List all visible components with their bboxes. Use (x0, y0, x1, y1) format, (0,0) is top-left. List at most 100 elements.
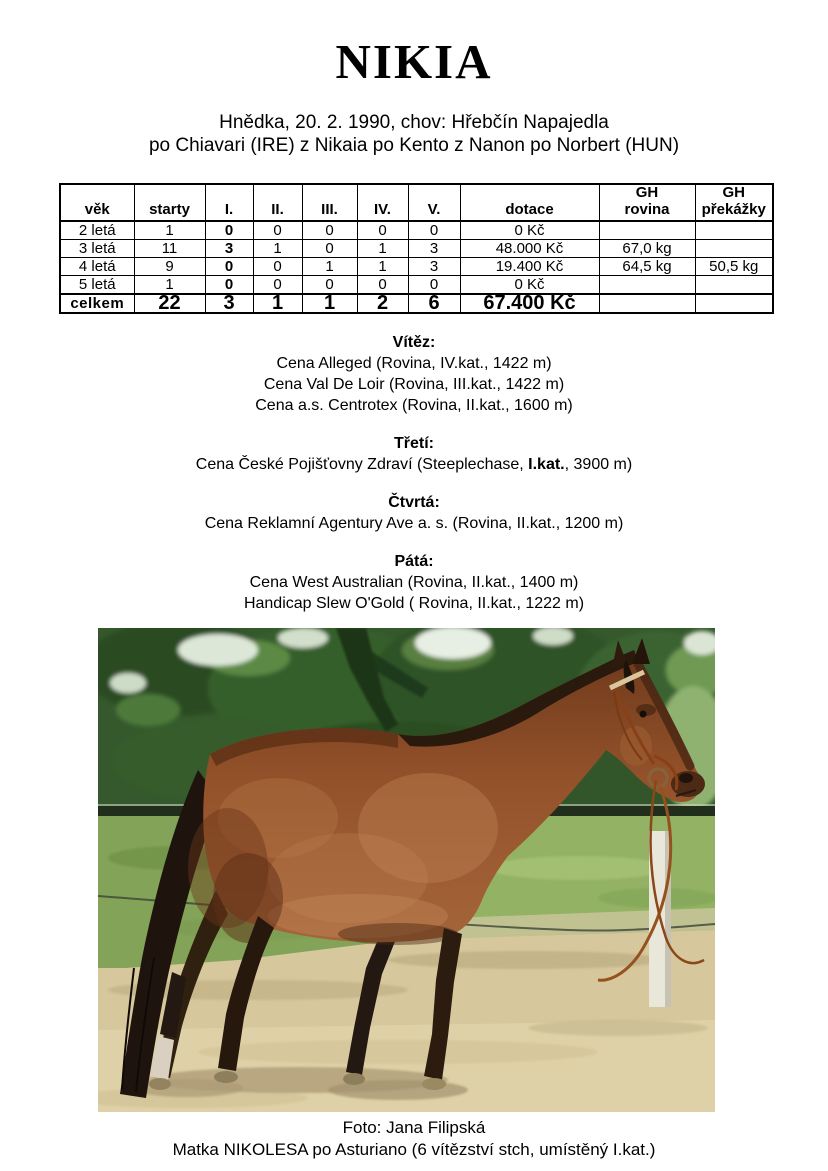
cell-1st: 3 (204, 239, 254, 259)
bit-ring (647, 767, 669, 790)
table-total-row: celkem 22 3 1 1 2 6 67.400 Kč (59, 293, 774, 314)
cell-gh-prekazky: 50,5 kg (694, 257, 774, 277)
section-heading: Čtvrtá: (388, 494, 440, 512)
col-header-vek: věk (59, 183, 135, 223)
horse-ear (612, 640, 628, 669)
white-sock (150, 1036, 174, 1081)
col-header-2nd: II. (252, 183, 303, 223)
table-row: 2 letá 1 0 0 0 0 0 0 Kč (59, 220, 774, 241)
horse-eye (639, 710, 647, 718)
cell-4th: 1 (356, 239, 409, 259)
cell-5th: 3 (407, 239, 461, 259)
cell-starty: 9 (133, 257, 206, 277)
horse-photo-illustration (98, 628, 715, 1113)
bridle (597, 670, 705, 983)
page-title: NIKIA (335, 34, 493, 89)
section-heading: Vítěz: (392, 334, 436, 352)
cell-total-3rd: 1 (301, 293, 358, 314)
cell-dotace: 48.000 Kč (459, 239, 600, 259)
col-header-3rd: III. (301, 183, 358, 223)
cell-5th: 0 (407, 275, 461, 295)
cell-total-4th: 2 (356, 293, 409, 314)
tree-trunk (336, 628, 428, 733)
cell-2nd: 0 (252, 220, 303, 241)
cell-starty: 11 (133, 239, 206, 259)
hoof (422, 1078, 446, 1091)
rein (649, 780, 705, 965)
cell-4th: 1 (356, 257, 409, 277)
cell-total-label: celkem (59, 293, 135, 314)
cell-vek: 4 letá (59, 257, 135, 277)
col-header-4th: IV. (356, 183, 409, 223)
cell-vek: 5 letá (59, 275, 135, 295)
cell-vek: 3 letá (59, 239, 135, 259)
cell-gh-prekazky (694, 239, 774, 259)
horse (120, 638, 705, 1099)
cell-gh-prekazky (694, 275, 774, 295)
cell-gh-rovina: 64,5 kg (598, 257, 696, 277)
cell-gh-rovina (598, 275, 696, 295)
col-header-5th: V. (407, 183, 461, 223)
rein (597, 785, 673, 983)
horse-head (597, 638, 705, 983)
horse-body (203, 650, 702, 943)
cell-3rd: 0 (301, 220, 358, 241)
subtitle-line-2: po Chiavari (IRE) z Nikaia po Kento z Na… (148, 135, 680, 157)
cell-dotace: 19.400 Kč (459, 257, 600, 277)
horse-description: Hnědka, 20. 2. 1990, chov: Hřebčín Napaj… (0, 111, 828, 157)
result-line: Cena České Pojišťovny Zdraví (Steeplecha… (195, 456, 633, 474)
cell-3rd: 1 (301, 257, 358, 277)
cell-dotace: 0 Kč (459, 220, 600, 241)
section-fifth: Pátá: Cena West Australian (Rovina, II.k… (0, 551, 828, 614)
cell-starty: 1 (133, 275, 206, 295)
dam-note: Matka NIKOLESA po Asturiano (6 vítězství… (172, 1140, 656, 1160)
result-line: Cena a.s. Centrotex (Rovina, II.kat., 16… (255, 397, 573, 415)
result-line: Cena Alleged (Rovina, IV.kat., 1422 m) (276, 355, 552, 373)
result-line: Handicap Slew O'Gold ( Rovina, II.kat., … (243, 595, 585, 613)
section-winner: Vítěz: Cena Alleged (Rovina, IV.kat., 14… (0, 332, 828, 416)
col-header-gh-rovina: GH rovina (598, 183, 696, 223)
section-heading: Třetí: (394, 435, 434, 453)
result-line: Cena West Australian (Rovina, II.kat., 1… (249, 574, 579, 592)
col-header-gh-prekazky: GH překážky (694, 183, 774, 223)
horse-leg (424, 928, 462, 1081)
cell-1st: 0 (204, 220, 254, 241)
horse-nostril (679, 773, 693, 784)
horse-leg (346, 916, 402, 1076)
cell-total-gh-prekazky (694, 293, 774, 314)
cell-total-starty: 22 (133, 293, 206, 314)
cell-4th: 0 (356, 220, 409, 241)
col-header-1st: I. (204, 183, 254, 223)
horse-leg (218, 916, 274, 1072)
section-third: Třetí: Cena České Pojišťovny Zdraví (Ste… (0, 433, 828, 475)
cell-3rd: 0 (301, 239, 358, 259)
table-row: 4 letá 9 0 0 1 1 3 19.400 Kč 64,5 kg 50,… (59, 257, 774, 277)
hoof (214, 1071, 238, 1084)
cell-total-dotace: 67.400 Kč (459, 293, 600, 314)
subtitle-line-1: Hnědka, 20. 2. 1990, chov: Hřebčín Napaj… (219, 112, 609, 134)
cell-total-gh-rovina (598, 293, 696, 314)
section-fourth: Čtvrtá: Cena Reklamní Agentury Ave a. s.… (0, 492, 828, 534)
photo-caption: Foto: Jana Filipská Matka NIKOLESA po As… (0, 1117, 828, 1161)
cell-vek: 2 letá (59, 220, 135, 241)
col-header-starty: starty (133, 183, 206, 223)
table-row: 3 letá 11 3 1 0 1 3 48.000 Kč 67,0 kg (59, 239, 774, 259)
cell-1st: 0 (204, 257, 254, 277)
cell-1st: 0 (204, 275, 254, 295)
hoof (149, 1078, 171, 1091)
cell-5th: 0 (407, 220, 461, 241)
cell-gh-rovina (598, 220, 696, 241)
section-heading: Pátá: (394, 553, 434, 571)
result-line: Cena Reklamní Agentury Ave a. s. (Rovina… (204, 515, 624, 533)
cell-2nd: 0 (252, 257, 303, 277)
col-header-dotace: dotace (459, 183, 600, 223)
result-line: Cena Val De Loir (Rovina, III.kat., 1422… (263, 376, 565, 394)
horse-ear (632, 638, 650, 665)
cell-total-5th: 6 (407, 293, 461, 314)
cell-5th: 3 (407, 257, 461, 277)
career-statistics-table: věk starty I. II. III. IV. V. dotace GH r… (59, 183, 774, 315)
cell-4th: 0 (356, 275, 409, 295)
cell-starty: 1 (133, 220, 206, 241)
cell-total-2nd: 1 (252, 293, 303, 314)
